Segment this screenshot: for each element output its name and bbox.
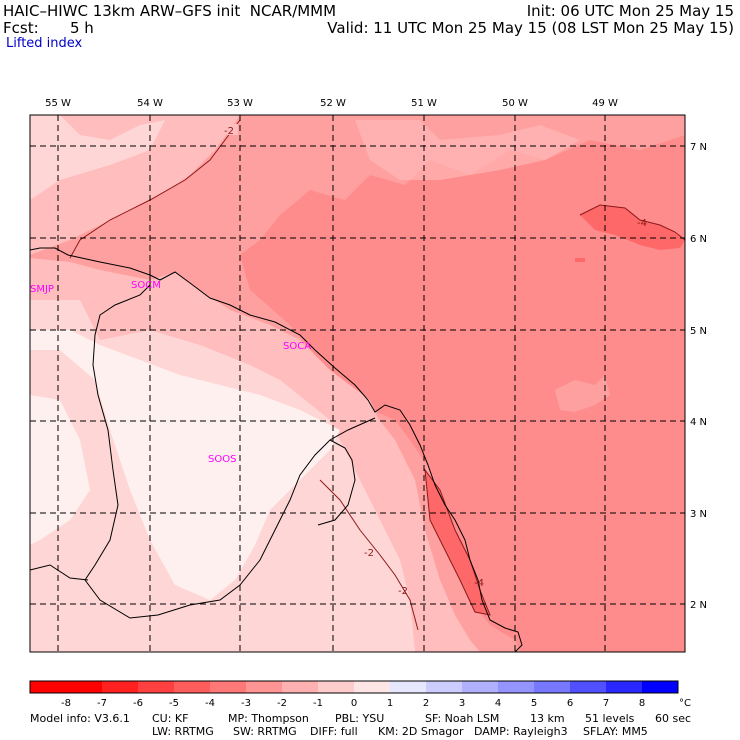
footer-levels: 51 levels: [585, 712, 635, 725]
init-time: Init: 06 UTC Mon 25 May 15: [526, 2, 734, 20]
color-bar-tick-label: -3: [241, 698, 251, 709]
color-bar-tick-label: -1: [313, 698, 323, 709]
color-bar-tick-label: -4: [205, 698, 215, 709]
field-name: Lifted index: [6, 36, 83, 51]
footer-damp: DAMP: Rayleigh3: [474, 725, 568, 738]
color-bar-tick-label: 7: [603, 698, 609, 709]
color-bar-frame: [29, 680, 679, 694]
lat-label: 4 N: [690, 417, 707, 428]
color-bar-segment: [102, 681, 139, 693]
color-bar-tick-label: -6: [133, 698, 143, 709]
color-bar-segment: [606, 681, 643, 693]
color-bar: -8 -7 -6 -5 -4 -3 -2 -1 0 1 2 3 4 5 6 7 8 °C: [29, 680, 691, 709]
color-bar-tick-label: 5: [531, 698, 537, 709]
lat-label: 7 N: [690, 142, 707, 153]
color-bar-tick-label: 3: [459, 698, 465, 709]
lat-label: 2 N: [690, 600, 707, 611]
graticule: [30, 115, 685, 652]
color-bar-segment: [462, 681, 499, 693]
footer-sw: SW: RRTMG: [233, 725, 297, 738]
station-label: SOOS: [208, 454, 236, 465]
valid-time: Valid: 11 UTC Mon 25 May 15 (08 LST Mon …: [327, 19, 734, 37]
color-bar-tick-label: 8: [639, 698, 645, 709]
color-bar-segment: [318, 681, 355, 693]
footer-model: Model info: V3.6.1: [30, 712, 130, 725]
contour-label: -2: [224, 126, 234, 137]
contour-lines: [69, 119, 686, 631]
station-label: SMJP: [30, 284, 54, 295]
color-bar-segment: [138, 681, 175, 693]
shade-minus5-ne: [580, 205, 685, 250]
color-bar-segment: [210, 681, 247, 693]
shade-minus1-nw: [30, 115, 165, 200]
contour-label-bg: [222, 124, 238, 135]
contour-label: -4: [637, 218, 647, 229]
contour-label: -2: [398, 586, 408, 597]
color-bar-segment: [246, 681, 283, 693]
map-frame: [29, 114, 686, 653]
contour-label: -4: [474, 578, 484, 589]
color-bar-unit: °C: [679, 698, 691, 709]
color-bar-segment: [30, 681, 67, 693]
color-bar-segment: [354, 681, 391, 693]
color-bar-segment: [642, 681, 679, 693]
lat-label: 6 N: [690, 234, 707, 245]
shade-minus3-blob: [555, 375, 610, 412]
footer-res: 13 km: [530, 712, 565, 725]
plot-title: HAIC–HIWC 13km ARW–GFS init NCAR/MMM: [3, 2, 337, 20]
footer-cu: CU: KF: [152, 712, 189, 725]
color-bar-tick-label: 0: [351, 698, 357, 709]
lon-label: 52 W: [320, 98, 346, 109]
color-bar-segment: [174, 681, 211, 693]
color-bar-tick-label: 1: [387, 698, 393, 709]
color-bar-segment: [426, 681, 463, 693]
station-label: SOCA: [283, 341, 311, 352]
color-bar-segment: [282, 681, 319, 693]
lon-label: 51 W: [411, 98, 437, 109]
lat-label: 3 N: [690, 509, 707, 520]
color-bar-segment: [498, 681, 535, 693]
lon-label: 49 W: [592, 98, 618, 109]
lon-label: 54 W: [137, 98, 163, 109]
color-bar-segment: [390, 681, 427, 693]
color-bar-tick-label: 6: [567, 698, 573, 709]
footer-pbl: PBL: YSU: [335, 712, 385, 725]
color-bar-segment: [570, 681, 607, 693]
forecast-hour: 5 h: [70, 19, 94, 37]
station-label: SOCM: [131, 280, 161, 291]
color-bar-tick-label: -5: [169, 698, 179, 709]
shade-minus2-north-blob: [355, 120, 580, 180]
shade-zero: [30, 330, 340, 600]
footer-sf: SF: Noah LSM: [425, 712, 500, 725]
color-bar-segment: [534, 681, 571, 693]
footer-timestep: 60 sec: [655, 712, 692, 725]
footer-lw: LW: RRTMG: [152, 725, 214, 738]
shade-minus5-spot: [575, 258, 585, 262]
shade-minus5-coast: [425, 470, 490, 615]
forecast-label: Fcst:: [3, 19, 39, 37]
lon-label: 50 W: [502, 98, 528, 109]
lon-label: 53 W: [227, 98, 253, 109]
footer-mp: MP: Thompson: [228, 712, 309, 725]
contour-label: -2: [364, 548, 374, 559]
shade-zero-west: [30, 395, 90, 545]
color-bar-tick-label: 4: [495, 698, 501, 709]
color-bar-segment: [66, 681, 103, 693]
color-bar-tick-label: -2: [277, 698, 287, 709]
footer-sflay: SFLAY: MM5: [583, 725, 648, 738]
lon-label: 55 W: [45, 98, 71, 109]
footer-km: KM: 2D Smagor: [378, 725, 464, 738]
color-bar-tick-label: 2: [423, 698, 429, 709]
color-bar-tick-label: -7: [97, 698, 107, 709]
footer-diff: DIFF: full: [310, 725, 358, 738]
color-bar-tick-label: -8: [61, 698, 71, 709]
lat-label: 5 N: [690, 326, 707, 337]
